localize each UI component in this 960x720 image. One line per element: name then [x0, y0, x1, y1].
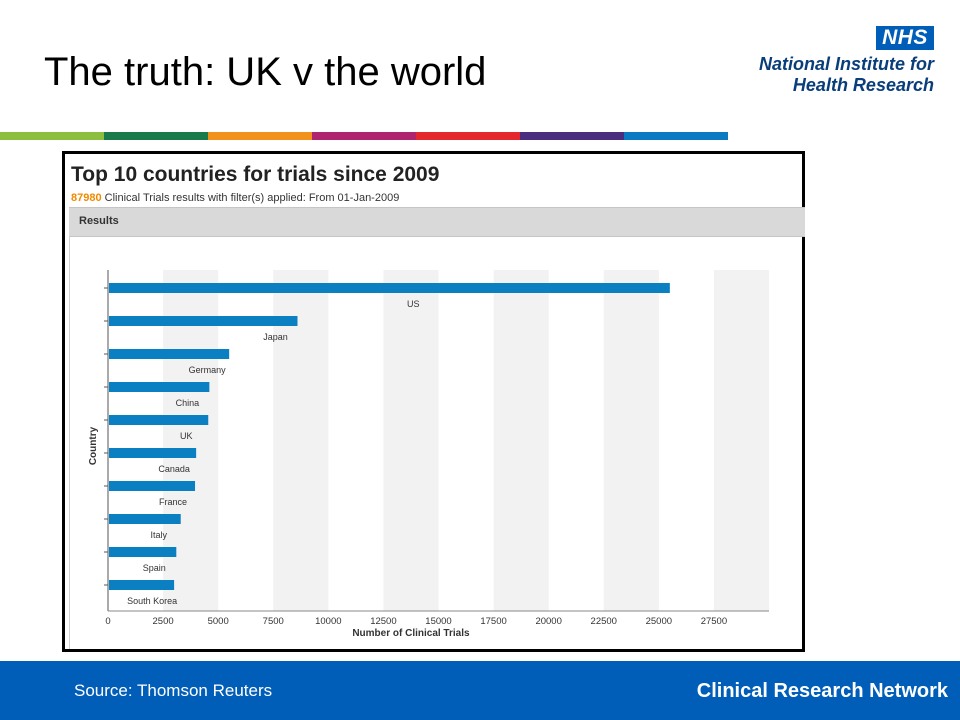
- bar: [109, 580, 175, 590]
- stripe-segment: [624, 132, 728, 140]
- bar: [109, 316, 298, 326]
- bar-label: Japan: [263, 332, 288, 342]
- network-name: Clinical Research Network: [696, 680, 948, 702]
- stripe-segment: [208, 132, 312, 140]
- x-tick-label: 27500: [701, 616, 727, 627]
- results-panel: US Japan Germany China UK Canada France Italy Sp…: [69, 236, 805, 649]
- bar: [109, 547, 177, 557]
- embedded-screenshot: Top 10 countries for trials since 2009 8…: [65, 154, 805, 649]
- grid-band: [603, 270, 659, 611]
- stripe-segment: [104, 132, 208, 140]
- result-count: 87980: [71, 192, 102, 204]
- bar-label: Canada: [158, 464, 190, 474]
- bar: [109, 514, 181, 524]
- x-tick-label: 5000: [208, 616, 229, 627]
- bar-label: Germany: [189, 365, 227, 375]
- bar: [109, 415, 209, 425]
- x-tick-label: 17500: [480, 616, 506, 627]
- bar: [109, 283, 670, 293]
- bar-label: Spain: [143, 563, 166, 573]
- x-tick-label: 10000: [315, 616, 341, 627]
- screenshot-title: Top 10 countries for trials since 2009: [71, 163, 440, 186]
- x-tick-label: 15000: [425, 616, 451, 627]
- x-tick-label: 20000: [535, 616, 561, 627]
- grid-band: [713, 270, 769, 611]
- bar-label: UK: [180, 431, 193, 441]
- grid-band: [383, 270, 439, 611]
- screenshot-subtitle: 87980 Clinical Trials results with filte…: [71, 192, 399, 204]
- color-stripe: [0, 132, 728, 140]
- stripe-segment: [416, 132, 520, 140]
- nihr-logo: NHS National Institute for Health Resear…: [724, 26, 934, 98]
- x-tick-label: 12500: [370, 616, 396, 627]
- bar-chart: US Japan Germany China UK Canada France Italy Sp…: [88, 270, 769, 639]
- bar-label: Italy: [150, 530, 167, 540]
- source-text: Source: Thomson Reuters: [74, 681, 273, 700]
- bar: [109, 382, 210, 392]
- x-tick-label: 0: [105, 616, 110, 627]
- bar-label: US: [407, 299, 420, 309]
- bar: [109, 481, 196, 491]
- stripe-segment: [312, 132, 416, 140]
- slide-title: The truth: UK v the world: [44, 50, 487, 94]
- nhs-badge: NHS: [876, 26, 934, 50]
- results-header: Results: [69, 207, 805, 237]
- x-tick-label: 2500: [153, 616, 174, 627]
- x-axis-title: Number of Clinical Trials: [352, 628, 470, 639]
- bar-label: China: [176, 398, 200, 408]
- bar-label: South Korea: [127, 596, 177, 606]
- bar-label: France: [159, 497, 187, 507]
- x-tick-label: 25000: [646, 616, 672, 627]
- footer-bar: Source: Thomson Reuters Clinical Researc…: [0, 661, 960, 720]
- bar: [109, 448, 197, 458]
- grid-band: [493, 270, 549, 611]
- nihr-name: National Institute for Health Research: [759, 54, 934, 95]
- filter-text: Clinical Trials results with filter(s) a…: [104, 192, 400, 204]
- x-tick-label: 22500: [591, 616, 617, 627]
- stripe-segment: [520, 132, 624, 140]
- results-label: Results: [79, 215, 119, 227]
- bar: [109, 349, 230, 359]
- grid-band: [273, 270, 329, 611]
- y-axis-title: Country: [88, 426, 99, 465]
- x-tick-label: 7500: [263, 616, 284, 627]
- stripe-segment: [0, 132, 104, 140]
